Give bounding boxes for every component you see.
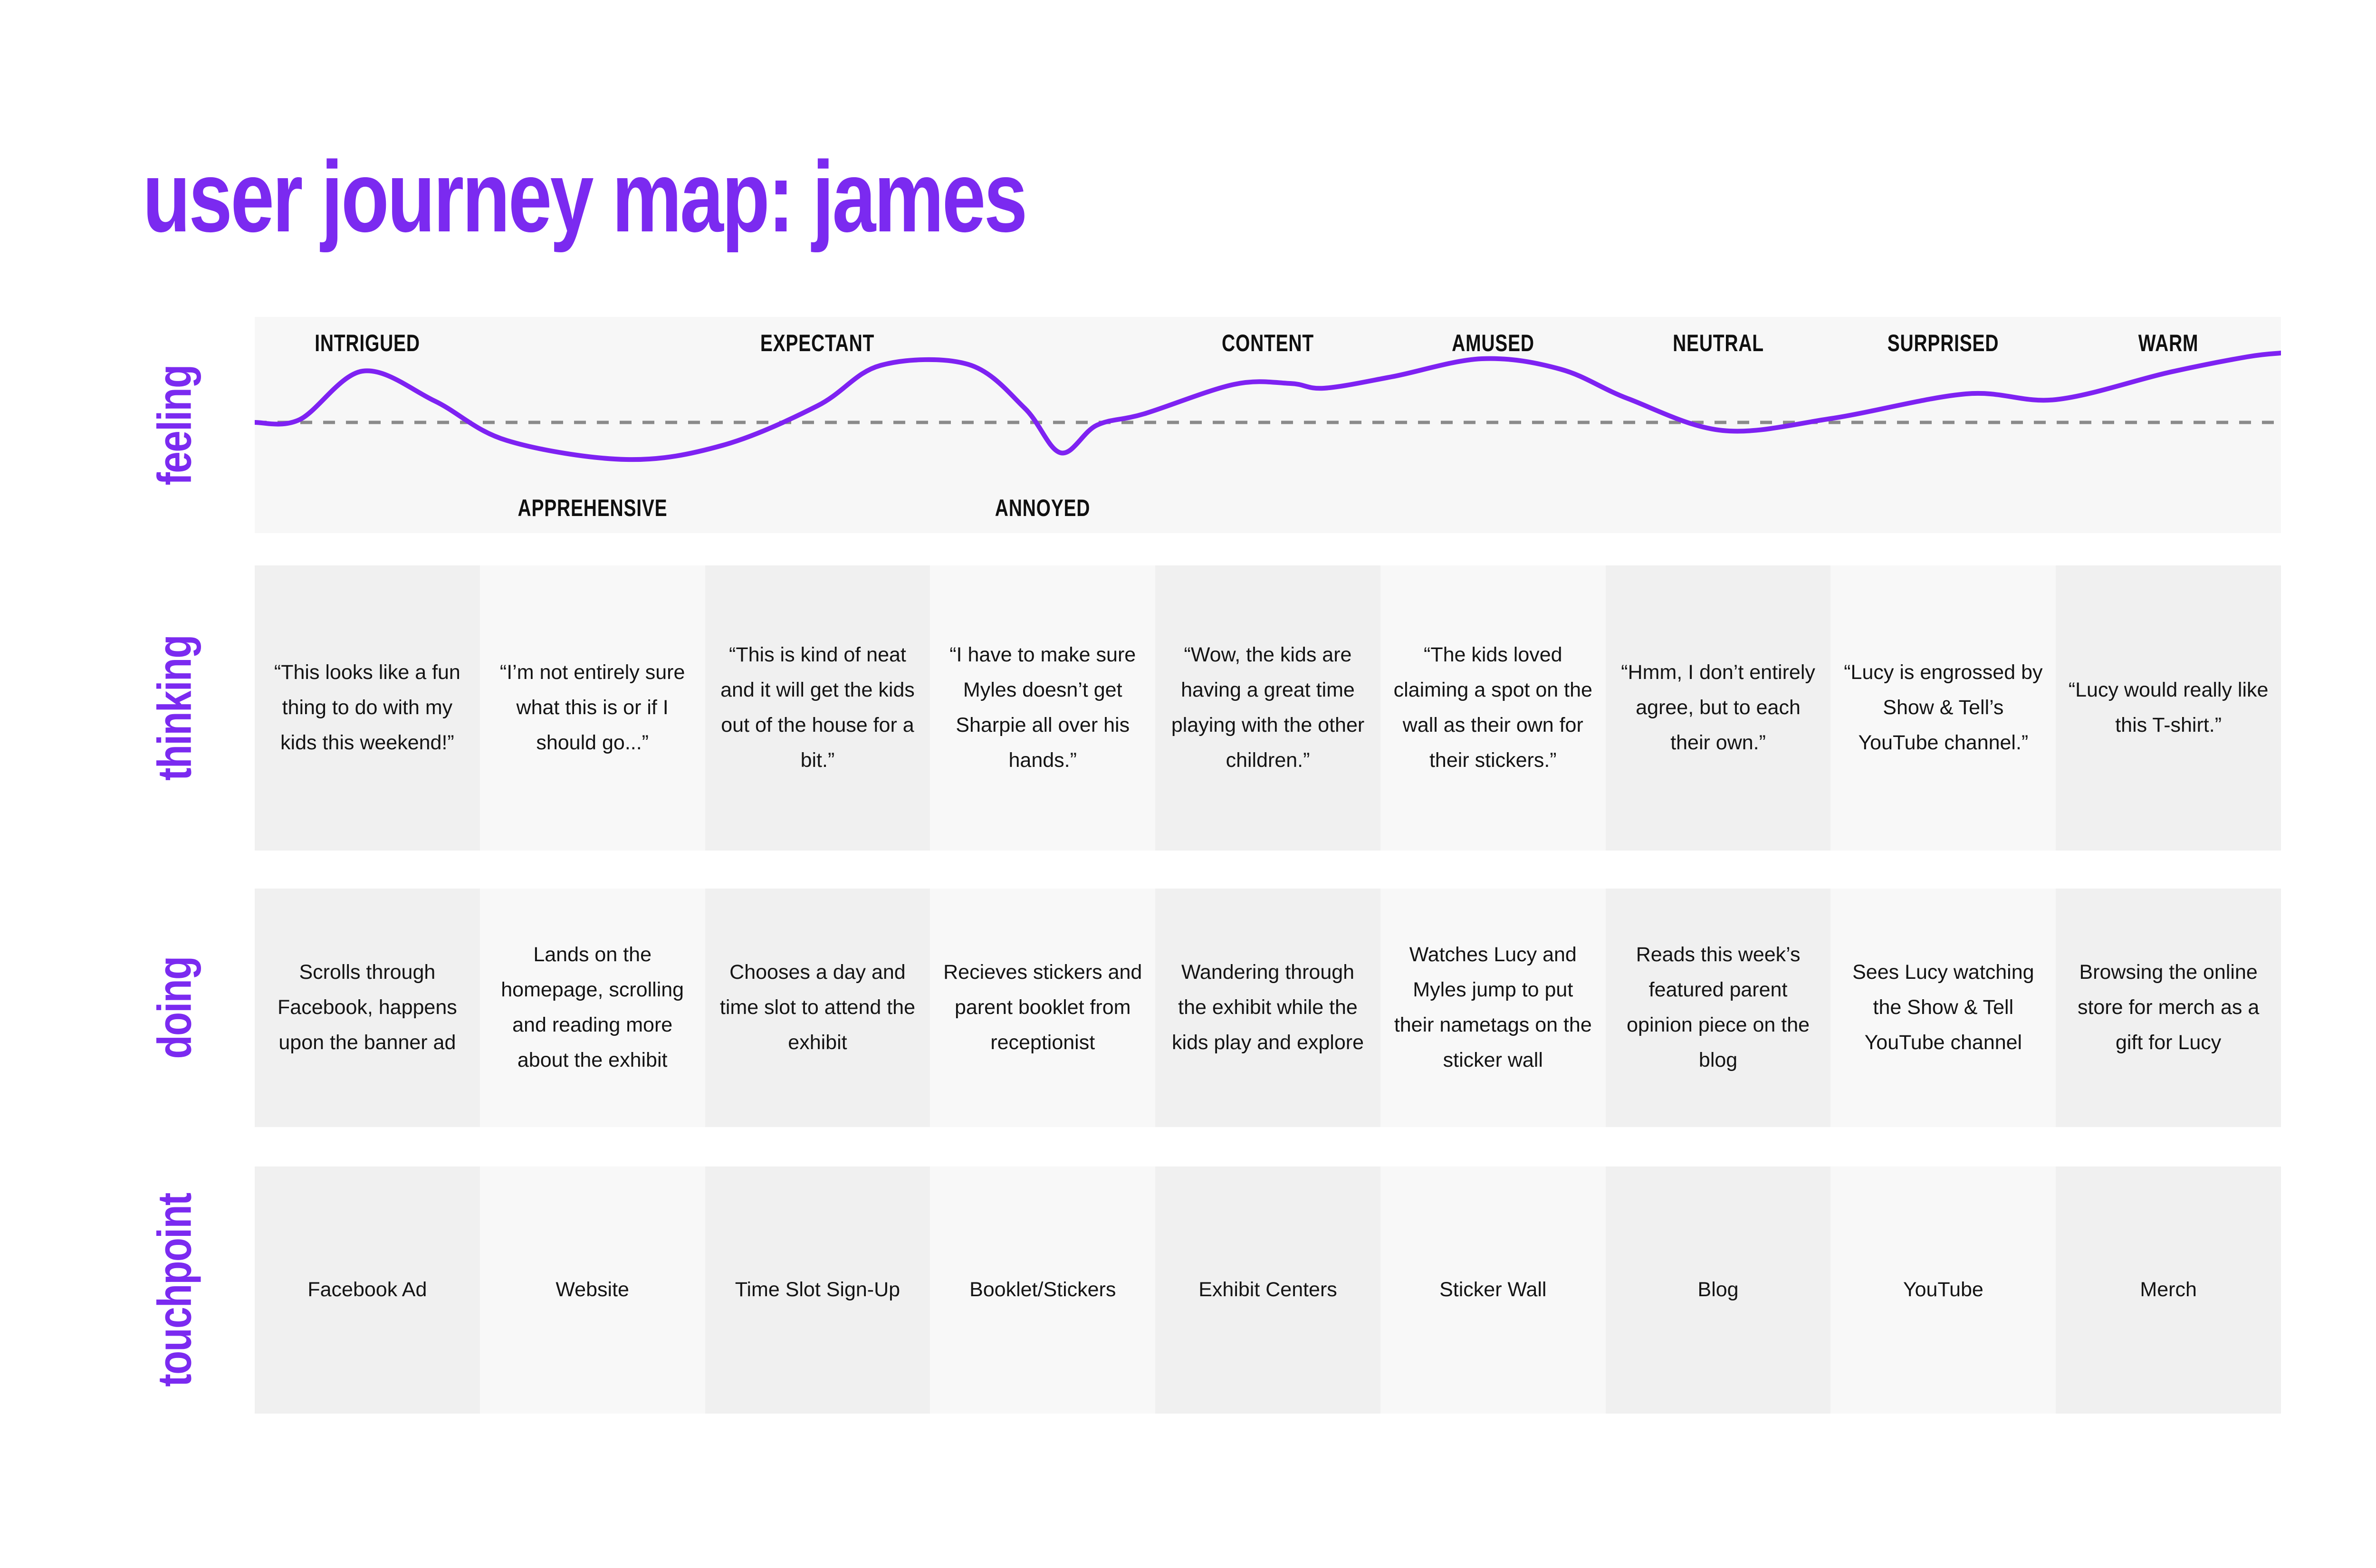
doing-row: Scrolls through Facebook, happens upon t… [255,889,2281,1127]
doing-cell-7: Reads this week’s featured parent opinio… [1605,889,1831,1127]
touchpoint-row: Facebook Ad Website Time Slot Sign-Up Bookl… [255,1166,2281,1414]
thinking-cell-3: “This is kind of neat and it will get th… [705,565,930,851]
emotion-label-surprised: SURPRISED [1887,330,1999,356]
thinking-row: “This looks like a fun thing to do with … [255,565,2281,851]
touchpoint-cell-text: Exhibit Centers [1198,1278,1337,1301]
doing-cell-text: Lands on the homepage, scrolling and rea… [501,943,684,1071]
touchpoint-cell-text: Blog [1697,1278,1739,1301]
touchpoint-cell-6: Sticker Wall [1380,1166,1606,1414]
row-label-doing: doing [148,956,201,1059]
emotion-label-amused: AMUSED [1451,330,1534,356]
touchpoint-cell-5: Exhibit Centers [1155,1166,1380,1414]
touchpoint-cell-4: Booklet/Stickers [930,1166,1156,1414]
doing-cell-3: Chooses a day and time slot to attend th… [705,889,930,1127]
emotion-label-annoyed: ANNOYED [995,495,1091,521]
doing-cell-9: Browsing the online store for merch as a… [2056,889,2281,1127]
thinking-cell-2: “I’m not entirely sure what this is or i… [479,565,705,851]
doing-cell-2: Lands on the homepage, scrolling and rea… [479,889,705,1127]
thinking-cell-text: “This is kind of neat and it will get th… [720,643,915,772]
doing-cell-text: Sees Lucy watching the Show & Tell YouTu… [1852,961,2034,1054]
touchpoint-cell-text: Website [556,1278,629,1301]
doing-cell-8: Sees Lucy watching the Show & Tell YouTu… [1830,889,2056,1127]
touchpoint-cell-8: YouTube [1830,1166,2056,1414]
doing-cell-6: Watches Lucy and Myles jump to put their… [1380,889,1606,1127]
thinking-cell-text: “I’m not entirely sure what this is or i… [499,661,685,754]
emotion-label-neutral: NEUTRAL [1672,330,1764,356]
doing-cell-5: Wandering through the exhibit while the … [1155,889,1380,1127]
touchpoint-cell-2: Website [479,1166,705,1414]
thinking-cell-7: “Hmm, I don’t entirely agree, but to eac… [1605,565,1831,851]
touchpoint-cell-text: Merch [2140,1278,2197,1301]
thinking-cell-4: “I have to make sure Myles doesn’t get S… [930,565,1156,851]
emotion-label-intrigued: INTRIGUED [315,330,420,356]
touchpoint-cell-text: Facebook Ad [307,1278,427,1301]
thinking-cell-1: “This looks like a fun thing to do with … [255,565,480,851]
thinking-cell-5: “Wow, the kids are having a great time p… [1155,565,1380,851]
touchpoint-cell-9: Merch [2056,1166,2281,1414]
feeling-chart-band: INTRIGUED APPREHENSIVE EXPECTANT ANNOYED CON… [255,317,2281,533]
touchpoint-cell-text: YouTube [1903,1278,1983,1301]
touchpoint-cell-1: Facebook Ad [255,1166,480,1414]
touchpoint-cell-7: Blog [1605,1166,1831,1414]
doing-cell-text: Chooses a day and time slot to attend th… [719,961,915,1054]
doing-cell-text: Watches Lucy and Myles jump to put their… [1394,943,1592,1071]
doing-cell-4: Recieves stickers and parent booklet fro… [930,889,1156,1127]
thinking-cell-text: “Lucy is engrossed by Show & Tell’s YouT… [1844,661,2043,754]
thinking-cell-text: “Lucy would really like this T-shirt.” [2068,679,2269,736]
touchpoint-cell-3: Time Slot Sign-Up [705,1166,930,1414]
thinking-cell-text: “The kids loved claiming a spot on the w… [1393,643,1592,772]
row-label-thinking: thinking [148,635,201,781]
emotion-label-content: CONTENT [1222,330,1314,356]
thinking-cell-9: “Lucy would really like this T-shirt.” [2056,565,2281,851]
row-label-feeling: feeling [148,365,201,486]
row-label-touchpoint: touchpoint [148,1193,201,1387]
thinking-cell-text: “This looks like a fun thing to do with … [274,661,460,754]
touchpoint-cell-text: Sticker Wall [1439,1278,1547,1301]
thinking-cell-text: “Wow, the kids are having a great time p… [1171,643,1365,772]
page-title: user journey map: james [143,140,1028,253]
thinking-cell-8: “Lucy is engrossed by Show & Tell’s YouT… [1830,565,2056,851]
feeling-curve-chart [255,351,2281,462]
thinking-cell-text: “Hmm, I don’t entirely agree, but to eac… [1621,661,1815,754]
doing-cell-1: Scrolls through Facebook, happens upon t… [255,889,480,1127]
touchpoint-cell-text: Time Slot Sign-Up [735,1278,901,1301]
emotion-label-apprehensive: APPREHENSIVE [517,495,668,521]
feeling-curve-line [255,351,2281,462]
thinking-cell-text: “I have to make sure Myles doesn’t get S… [949,643,1136,772]
touchpoint-cell-text: Booklet/Stickers [969,1278,1116,1301]
emotion-label-warm: WARM [2138,330,2199,356]
doing-cell-text: Reads this week’s featured parent opinio… [1627,943,1810,1071]
doing-cell-text: Browsing the online store for merch as a… [2077,961,2260,1054]
doing-cell-text: Scrolls through Facebook, happens upon t… [278,961,457,1054]
emotion-label-expectant: EXPECTANT [760,330,875,356]
doing-cell-text: Recieves stickers and parent booklet fro… [943,961,1142,1054]
doing-cell-text: Wandering through the exhibit while the … [1172,961,1364,1054]
thinking-cell-6: “The kids loved claiming a spot on the w… [1380,565,1606,851]
